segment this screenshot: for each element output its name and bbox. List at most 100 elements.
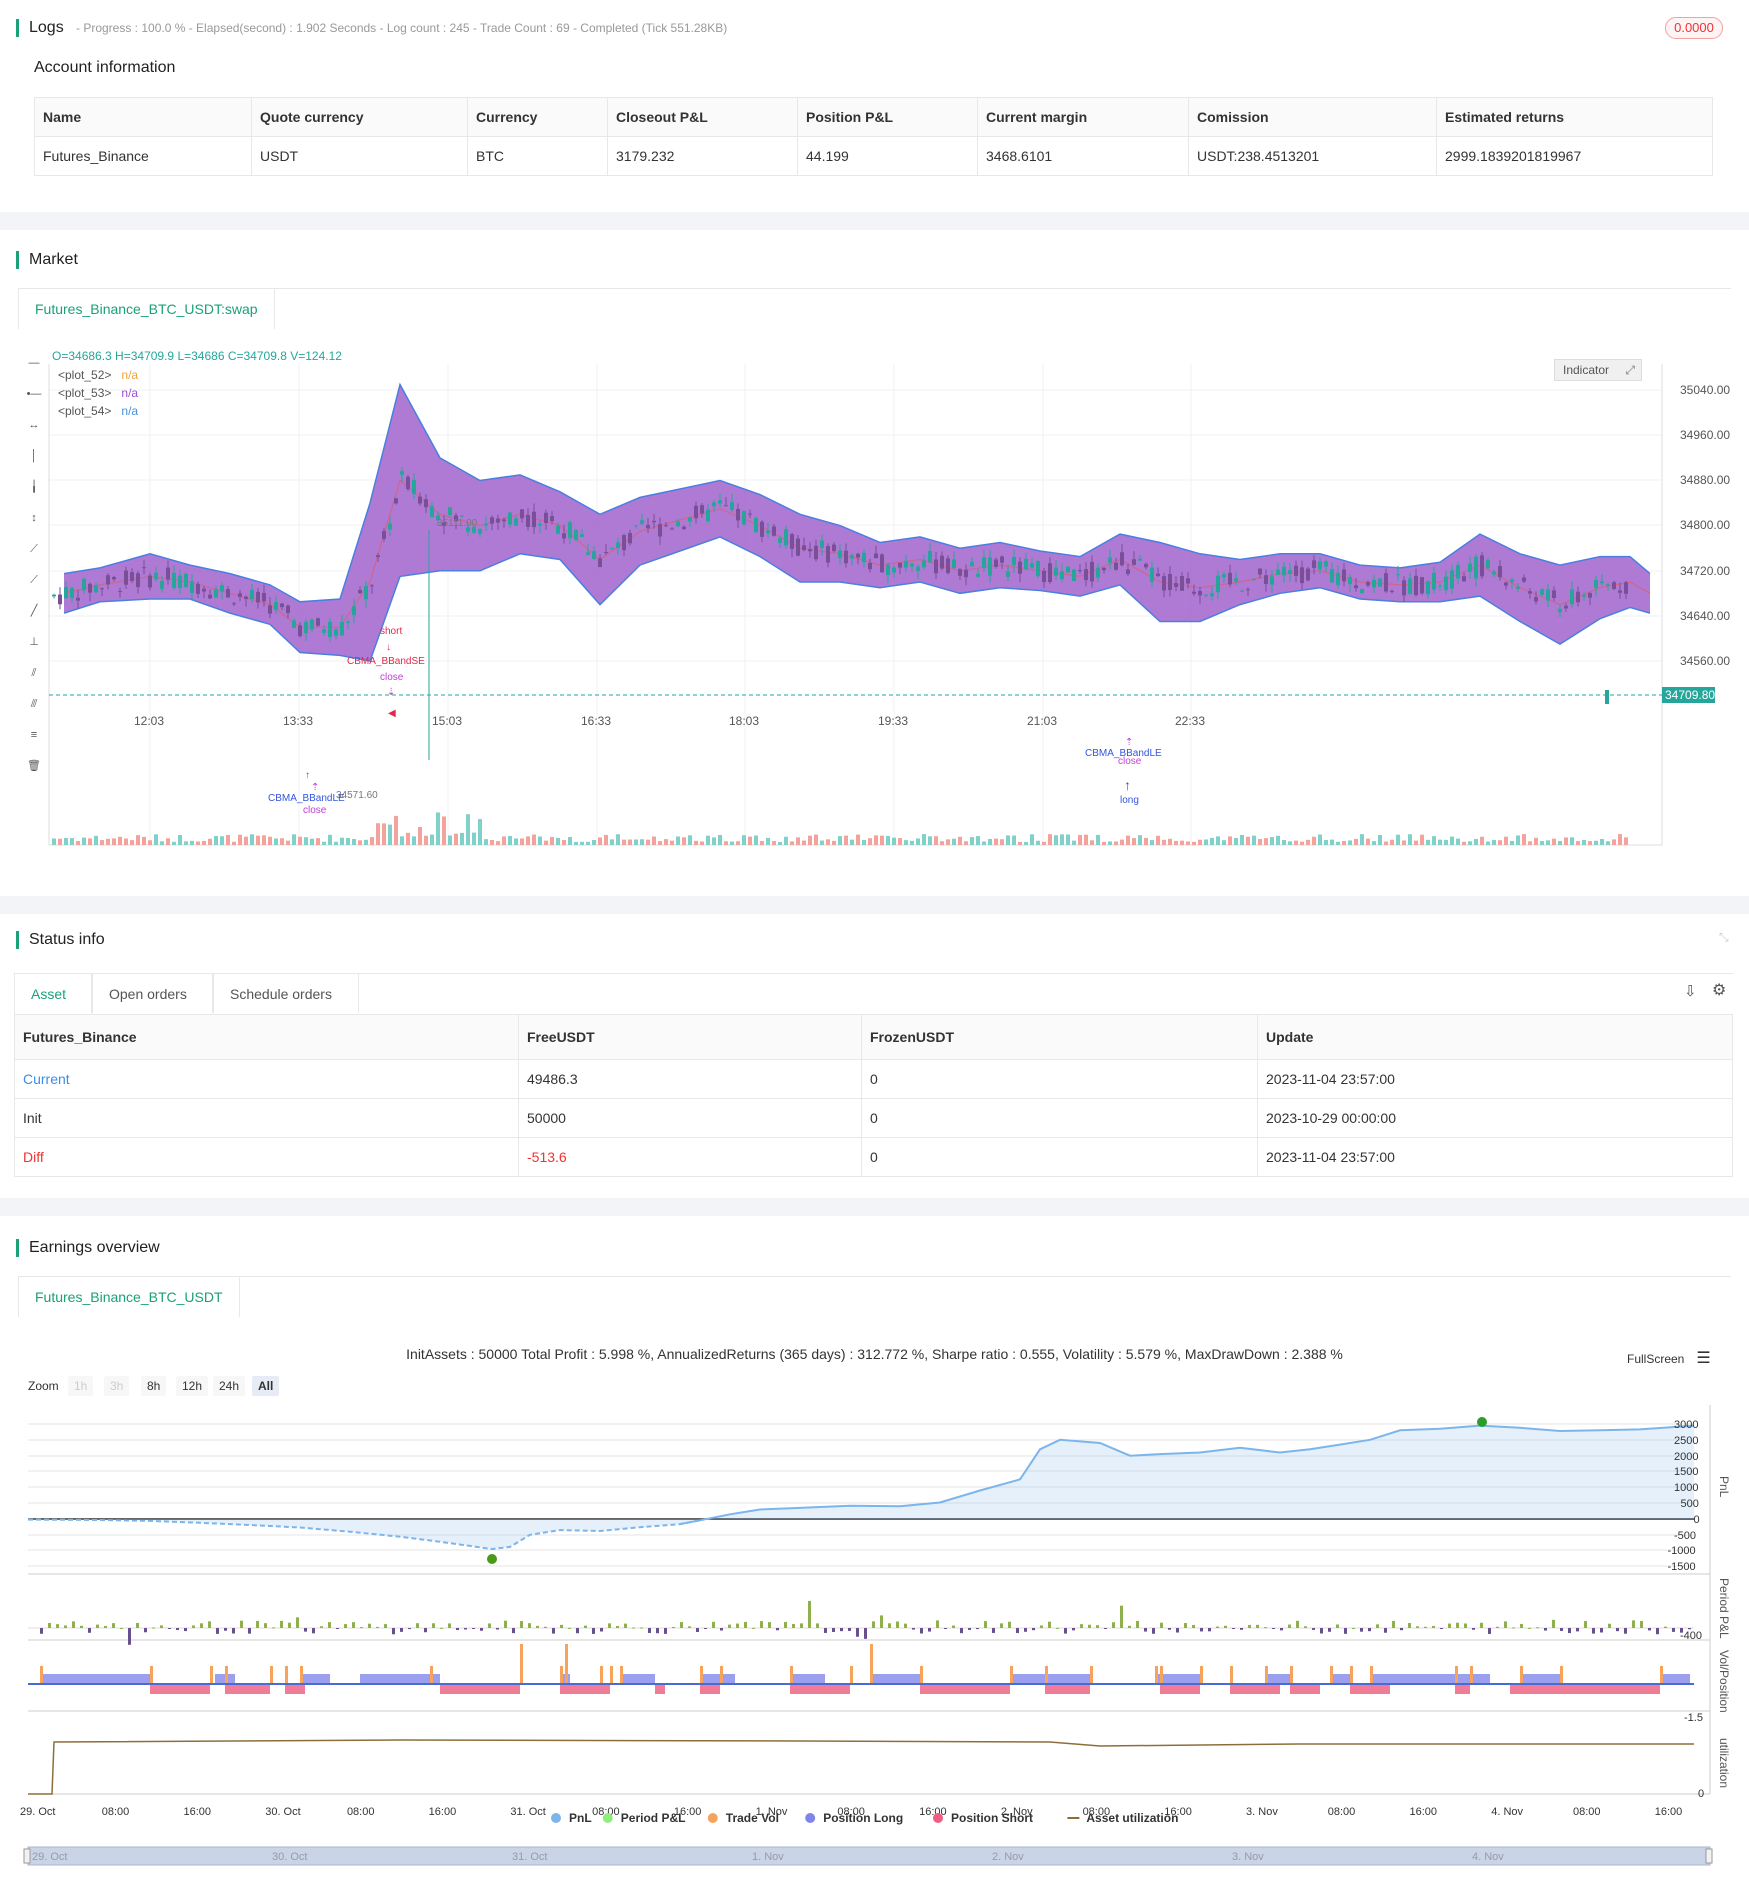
- period-pnl-bar: [864, 1628, 867, 1639]
- pnl-tick: -1500: [1668, 1561, 1696, 1573]
- mark-triangle: ◀: [388, 708, 396, 719]
- volume-bar: [304, 837, 308, 845]
- period-pnl-bar: [376, 1626, 379, 1628]
- volume-bar: [166, 838, 170, 845]
- download-icon[interactable]: ⇩: [1684, 983, 1697, 1000]
- position-long-bar: [40, 1674, 150, 1684]
- vertical-segment-icon[interactable]: ↕: [31, 512, 37, 524]
- volume-bar: [250, 834, 254, 845]
- volume-bar: [1132, 838, 1136, 845]
- volume-bar: [1216, 836, 1220, 845]
- volume-bar: [1252, 835, 1256, 845]
- period-pnl-bar: [904, 1623, 907, 1628]
- zoom-label: Zoom: [28, 1379, 59, 1393]
- candle: [868, 562, 872, 570]
- cell: 0: [861, 1137, 1258, 1177]
- cell: 3468.6101: [977, 136, 1189, 176]
- logs-badge[interactable]: 0.0000: [1665, 17, 1723, 39]
- vertical-ray-icon[interactable]: ╽: [30, 481, 38, 493]
- mark-arrow-close: ⇣: [387, 687, 395, 698]
- period-pnl-bar: [248, 1628, 251, 1634]
- candle: [1438, 585, 1442, 587]
- fullscreen-button[interactable]: FullScreen ☰: [1627, 1350, 1711, 1367]
- volume-bar: [664, 839, 668, 845]
- candle: [856, 553, 860, 558]
- volume-bar: [814, 834, 818, 845]
- volume-bar: [1186, 841, 1190, 845]
- menu-icon[interactable]: ☰: [1696, 1350, 1711, 1367]
- candlestick-chart[interactable]: 35111.00 34571.60 short ↓ CBMA_BBandSE c…: [0, 350, 1749, 870]
- candle: [490, 517, 494, 524]
- horizontal-line-icon[interactable]: —: [28, 357, 40, 369]
- period-pnl-bar: [416, 1623, 419, 1628]
- trash-icon[interactable]: 🗑: [27, 760, 41, 772]
- candle: [1324, 561, 1328, 567]
- period-pnl-bar: [1368, 1628, 1371, 1632]
- period-pnl-bar: [1280, 1628, 1283, 1631]
- period-pnl-bar: [328, 1622, 331, 1628]
- segment-line-icon[interactable]: ╱: [30, 605, 38, 617]
- vertical-line-icon[interactable]: │: [30, 450, 38, 462]
- zoom-all[interactable]: All: [252, 1376, 280, 1396]
- volume-bar: [700, 841, 704, 845]
- earnings-chart[interactable]: 3000 2500 2000 1500 1000 500 0 -500 -1000 -1500 -…: [0, 1405, 1749, 1875]
- zoom-8h[interactable]: 8h: [141, 1376, 167, 1396]
- volume-bar: [1516, 835, 1520, 845]
- volume-bar: [1408, 834, 1412, 845]
- period-pnl-bar: [1440, 1628, 1443, 1629]
- tab-asset[interactable]: Asset: [14, 973, 92, 1014]
- candle: [322, 629, 326, 633]
- volume-bar: [724, 841, 728, 845]
- extended-line-icon[interactable]: ↔: [28, 419, 40, 431]
- expand-icon[interactable]: ⤢: [1625, 363, 1635, 377]
- legend-plot-52: <plot_52> n/a: [58, 368, 139, 382]
- candle: [1270, 576, 1274, 585]
- position-long-bar: [360, 1674, 440, 1684]
- tab-schedule-orders[interactable]: Schedule orders: [213, 973, 359, 1013]
- ray-line-icon[interactable]: ⟋: [30, 574, 38, 586]
- asset-header-row: Futures_Binance FreeUSDT FrozenUSDT Upda…: [14, 1014, 1733, 1060]
- date-tick: 30. Oct: [265, 1806, 300, 1818]
- candle: [1594, 579, 1598, 589]
- volume-bar: [1462, 841, 1466, 845]
- tab-open-orders[interactable]: Open orders: [92, 973, 213, 1013]
- candle: [472, 526, 476, 533]
- current-price-label: 34709.80: [1665, 688, 1715, 702]
- period-pnl-bar: [1248, 1624, 1251, 1628]
- gear-icon[interactable]: ⚙: [1712, 982, 1727, 999]
- position-short-bar: [1455, 1684, 1470, 1694]
- fib-levels-icon[interactable]: ≡: [30, 729, 38, 741]
- time-tick: 13:33: [283, 714, 313, 728]
- period-pnl-bar: [48, 1622, 51, 1628]
- volume-bar: [538, 836, 542, 845]
- volume-bar: [1552, 838, 1556, 845]
- indicator-button[interactable]: Indicator ⤢: [1554, 359, 1642, 381]
- tab-market-symbol[interactable]: Futures_Binance_BTC_USDT:swap: [18, 288, 275, 329]
- zoom-1h[interactable]: 1h: [68, 1376, 94, 1396]
- navigator-label: 4. Nov: [1472, 1851, 1504, 1863]
- cell: 50000: [518, 1098, 862, 1138]
- fib-channel-icon[interactable]: ⫻: [30, 698, 38, 710]
- volume-bar: [232, 841, 236, 845]
- volume-bar: [952, 838, 956, 845]
- tab-earnings-symbol[interactable]: Futures_Binance_BTC_USDT: [18, 1276, 240, 1317]
- candle: [268, 605, 272, 614]
- zoom-24h[interactable]: 24h: [213, 1376, 246, 1396]
- period-pnl-bar: [544, 1626, 547, 1628]
- trend-line-icon[interactable]: ⟋: [30, 543, 38, 555]
- volume-bar: [136, 835, 140, 845]
- period-pnl-bar: [1296, 1620, 1299, 1628]
- collapse-icon[interactable]: ⤡: [1719, 930, 1729, 944]
- zoom-12h[interactable]: 12h: [176, 1376, 209, 1396]
- period-pnl-bar: [272, 1627, 275, 1629]
- trade-vol-bar: [40, 1666, 43, 1684]
- horizontal-ray-icon[interactable]: •—: [26, 388, 42, 400]
- candle: [1432, 572, 1436, 590]
- zoom-3h[interactable]: 3h: [104, 1376, 130, 1396]
- navigator-label: 29. Oct: [32, 1851, 67, 1863]
- date-tick: 08:00: [837, 1806, 865, 1818]
- period-pnl-bar: [1152, 1628, 1155, 1634]
- volume-bar: [934, 836, 938, 845]
- price-label-icon[interactable]: ⊥: [29, 636, 39, 648]
- parallel-channel-icon[interactable]: ⫽: [31, 667, 37, 679]
